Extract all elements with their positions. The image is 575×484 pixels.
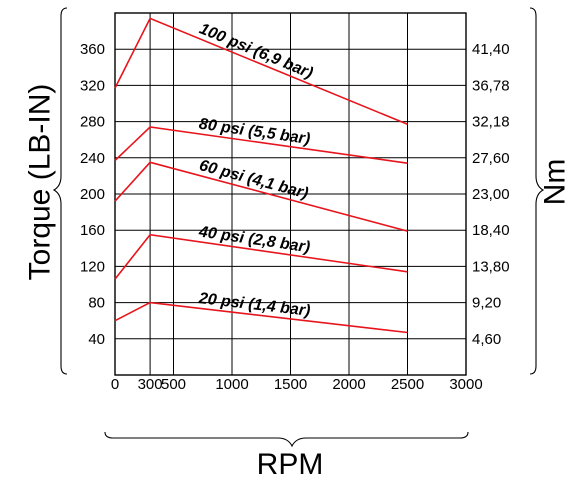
y2-tick-label: 36,78 <box>472 77 510 94</box>
y2-tick-label: 27,60 <box>472 150 510 167</box>
x-tick-label: 500 <box>161 376 186 393</box>
x-tick-label: 1500 <box>274 376 307 393</box>
left-brace <box>52 7 68 375</box>
series-line <box>114 126 408 164</box>
y-tick-label: 240 <box>80 150 105 167</box>
grid <box>114 12 467 376</box>
y-tick-label: 80 <box>88 295 105 312</box>
series-line <box>114 17 408 126</box>
series-line <box>114 233 408 280</box>
right-brace <box>529 7 545 375</box>
x-tick-label: 0 <box>111 376 119 393</box>
x-tick-label: 300 <box>138 376 163 393</box>
series-line <box>114 161 408 232</box>
y-tick-label: 120 <box>80 258 105 275</box>
y2-tick-label: 41,40 <box>472 41 510 58</box>
y-axis-title: Torque (LB-IN) <box>24 84 57 281</box>
y-tick-label: 280 <box>80 114 105 131</box>
y-tick-label: 320 <box>80 77 105 94</box>
y-tick-label: 40 <box>88 331 105 348</box>
series-group <box>114 17 408 334</box>
x-tick-label: 1000 <box>215 376 248 393</box>
curve-label: 100 psi (6,9 bar) <box>197 20 315 82</box>
curve-label: 80 psi (5,5 bar) <box>198 116 311 148</box>
x-tick-label: 3000 <box>449 376 482 393</box>
y2-axis-title: Nm <box>539 159 572 206</box>
bottom-brace <box>104 431 469 448</box>
x-tick-label: 2500 <box>391 376 424 393</box>
curve-labels: 100 psi (6,9 bar)80 psi (5,5 bar)60 psi … <box>197 20 315 319</box>
y2-tick-label: 23,00 <box>472 186 510 203</box>
x-tick-label: 2000 <box>332 376 365 393</box>
y2-tick-label: 13,80 <box>472 258 510 275</box>
y2-tick-label: 4,60 <box>472 331 501 348</box>
y-tick-label: 360 <box>80 41 105 58</box>
y-tick-label: 160 <box>80 222 105 239</box>
series-line <box>114 301 408 334</box>
curve-label: 40 psi (2,8 bar) <box>197 223 311 256</box>
y2-tick-label: 9,20 <box>472 295 501 312</box>
y2-tick-label: 32,18 <box>472 114 510 131</box>
axis-braces <box>52 7 545 448</box>
x-axis-title: RPM <box>257 448 324 481</box>
y-tick-label: 200 <box>80 186 105 203</box>
y2-tick-label: 18,40 <box>472 222 510 239</box>
